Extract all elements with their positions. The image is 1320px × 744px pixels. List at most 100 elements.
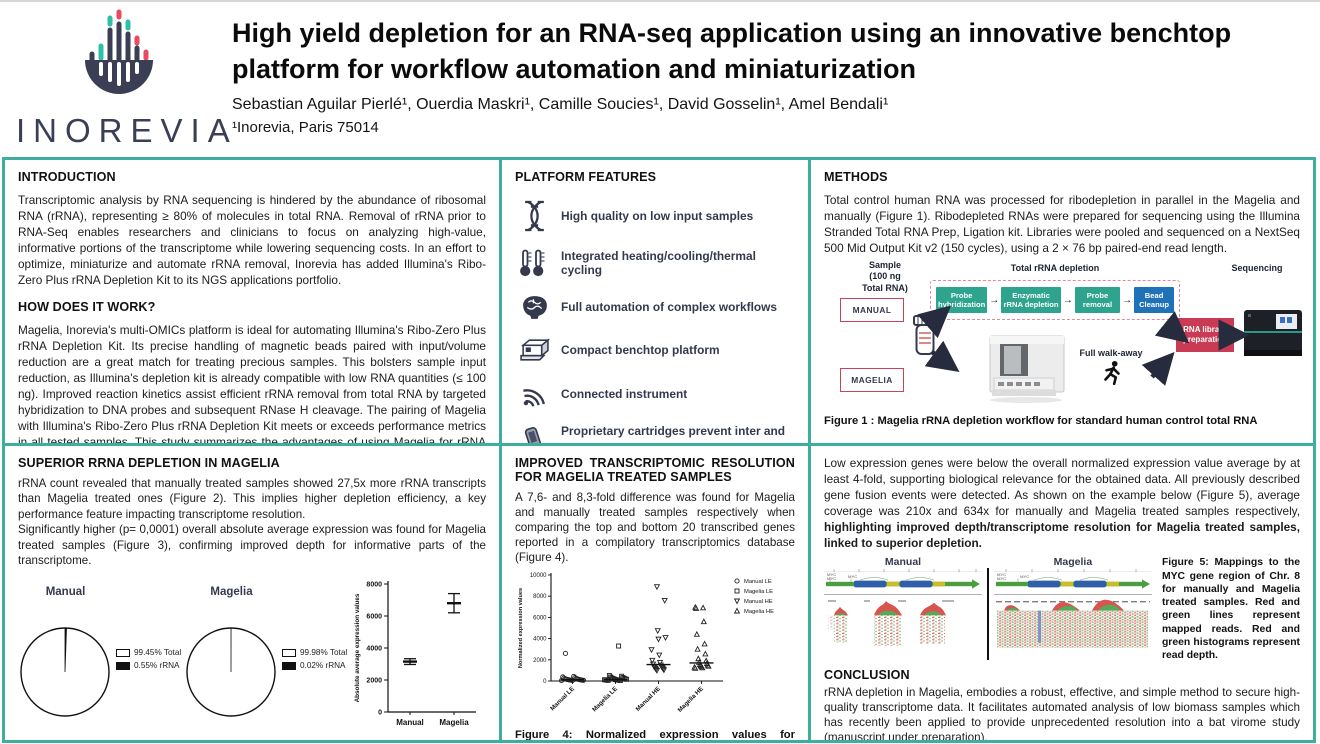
- svg-text:6000: 6000: [533, 616, 547, 622]
- arrow-right-icon: →: [989, 294, 1000, 306]
- svg-text:4000: 4000: [533, 637, 547, 643]
- svg-text:Absolute average expression va: Absolute average expression values: [354, 594, 361, 703]
- panel-improved-resolution: IMPROVED TRANSCRIPTOMIC RESOLUTION FOR M…: [502, 446, 808, 740]
- manual-box: MANUAL: [840, 298, 904, 323]
- svg-text:10000: 10000: [530, 573, 547, 579]
- depletion-label: Total rRNA depletion: [1010, 263, 1100, 274]
- how-it-works-paragraph: Magelia, Inorevia's multi-OMICs platform…: [18, 323, 486, 443]
- arrow-right-icon: →: [1122, 294, 1133, 306]
- svg-text:Magelia LE: Magelia LE: [591, 686, 619, 714]
- svg-text:4000: 4000: [366, 646, 382, 653]
- legend-swatch-total: [116, 648, 130, 657]
- improved-heading: IMPROVED TRANSCRIPTOMIC RESOLUTION FOR M…: [515, 456, 795, 484]
- genome-browser-magelia-block: Magelia: [993, 556, 1152, 654]
- superior-paragraph2: Significantly higher (p= 0,0001) overall…: [18, 523, 486, 568]
- results-text: Low expression genes were below the over…: [824, 456, 1300, 519]
- legend-label: 99.45% Total: [134, 648, 182, 658]
- poster-header: INOREVIA High yield depletion for an RNA…: [0, 4, 1320, 156]
- feature-label-line1: Proprietary cartridges prevent inter and: [561, 424, 786, 438]
- genome-browser-manual: MYC MYC MYC: [824, 569, 982, 646]
- feature-item: Compact benchtop platform: [515, 337, 795, 364]
- figure5-row: Manual MYC: [824, 556, 1300, 663]
- panel-superior-depletion: SUPERIOR RRNA DEPLETION IN MAGELIA rRNA …: [5, 446, 499, 740]
- thermometer-icon: [515, 248, 553, 278]
- results-text-bold: highlighting improved depth/transcriptom…: [824, 520, 1300, 551]
- legend-label: 99.98% Total: [300, 648, 348, 658]
- myc-flag-label: MYC: [848, 575, 858, 579]
- pie-chart-magelia: [186, 627, 276, 718]
- conclusion-heading: CONCLUSION: [824, 667, 910, 682]
- figure4-caption: Figure 4: Normalized expression values f…: [515, 729, 795, 740]
- pie-chart-manual: [20, 627, 110, 718]
- svg-text:Normalized expression values: Normalized expression values: [518, 588, 524, 668]
- panel-platform-features: PLATFORM FEATURES High quality on low in…: [502, 160, 808, 443]
- methods-heading: METHODS: [824, 170, 888, 184]
- figure5-manual-label: Manual: [884, 556, 922, 569]
- figure4-plot: 0 2000 4000 6000 8000 10000 Normalized express…: [518, 573, 774, 714]
- svg-text:8000: 8000: [366, 582, 382, 589]
- feature-label: High quality on low input samples: [561, 208, 754, 223]
- figure5-magelia-label: Magelia: [1053, 556, 1093, 569]
- panel-methods: METHODS Total control human RNA was proc…: [811, 160, 1313, 443]
- feature-label: Full automation of complex workflows: [561, 300, 778, 315]
- pie-manual-legend: 99.45% Total 0.55% rRNA: [116, 648, 182, 740]
- pie-group-manual: Manual 99.45% Total 0.55% rRNA: [18, 586, 184, 740]
- feature-label: Integrated heating/cooling/thermal cycli…: [561, 248, 756, 277]
- feature-label: Proprietary cartridges prevent inter and…: [561, 424, 785, 443]
- introduction-paragraph: Transcriptomic analysis by RNA sequencin…: [18, 193, 486, 288]
- genome-browser-manual-block: Manual MYC: [824, 556, 982, 654]
- brain-icon: [515, 294, 553, 321]
- figure5-caption: Figure 5: Mappings to the MYC gene regio…: [1161, 557, 1300, 662]
- magelia-box: MAGELIA: [840, 368, 904, 393]
- svg-text:Manual HE: Manual HE: [744, 599, 773, 605]
- poster-grid: INTRODUCTION Transcriptomic analysis by …: [2, 157, 1316, 743]
- conclusion-paragraph: rRNA depletion in Magelia, embodies a ro…: [824, 685, 1300, 740]
- how-it-works-heading: HOW DOES IT WORK?: [18, 300, 156, 315]
- figure4-wrap: 0 2000 4000 6000 8000 10000 Normalized express…: [515, 569, 795, 726]
- benchtop-icon: [515, 337, 553, 364]
- results-paragraph: Low expression genes were below the over…: [824, 455, 1300, 551]
- svg-text:Magelia LE: Magelia LE: [744, 589, 773, 595]
- affiliation: ¹Inorevia, Paris 75014: [232, 119, 379, 137]
- improved-paragraph: A 7,6- and 8,3-fold difference was found…: [515, 491, 795, 565]
- svg-text:2000: 2000: [366, 678, 382, 685]
- step-probe-removal: Probe removal: [1074, 287, 1121, 314]
- svg-text:Magelia HE: Magelia HE: [744, 609, 774, 615]
- feature-item: Proprietary cartridges prevent inter and…: [515, 424, 795, 443]
- feature-item: Integrated heating/cooling/thermal cycli…: [515, 248, 795, 278]
- svg-text:Manual: Manual: [396, 718, 424, 727]
- pie-magelia-title: Magelia: [210, 586, 253, 599]
- arrow-right-icon: →: [1062, 294, 1073, 306]
- legend-item: 0.55% rRNA: [116, 661, 182, 670]
- svg-text:Manual LE: Manual LE: [549, 686, 576, 713]
- inorevia-logo-icon: [85, 9, 153, 94]
- sample-label: Sample (100 ng Total RNA): [862, 260, 908, 293]
- svg-text:Manual HE: Manual HE: [635, 686, 662, 713]
- figure1-caption: Figure 1 : Magelia rRNA depletion workfl…: [824, 415, 1258, 428]
- svg-text:8000: 8000: [533, 595, 547, 601]
- features-heading: PLATFORM FEATURES: [515, 170, 657, 184]
- sequencer-image: [1244, 310, 1302, 357]
- pie-manual-title: Manual: [45, 586, 86, 599]
- sequencing-label: Sequencing: [1231, 263, 1283, 274]
- panel-introduction: INTRODUCTION Transcriptomic analysis by …: [5, 160, 499, 443]
- svg-text:Manual LE: Manual LE: [744, 579, 772, 585]
- svg-text:Magelia: Magelia: [439, 718, 469, 727]
- authors: Sebastian Aguilar Pierlé¹, Ouerdia Maskr…: [232, 96, 889, 114]
- legend-item: 0.02% rRNA: [282, 661, 348, 670]
- feature-label: Compact benchtop platform: [561, 343, 720, 358]
- figure1-workflow: Sample (100 ng Total RNA) Total rRNA dep…: [824, 260, 1302, 408]
- svg-text:2000: 2000: [533, 658, 547, 664]
- myc-flag-label: MYC: [827, 577, 837, 581]
- feature-label: Connected instrument: [561, 386, 688, 401]
- title-block: High yield depletion for an RNA-seq appl…: [232, 16, 1272, 136]
- svg-text:0: 0: [378, 710, 382, 717]
- step-enzymatic-depletion: Enzymatic rRNA depletion: [1001, 287, 1061, 314]
- figure2-3-row: Manual 99.45% Total 0.55% rRNA Magelia 9…: [18, 576, 486, 740]
- legend-swatch-rrna: [116, 661, 130, 670]
- cartridge-icon: [515, 424, 553, 443]
- legend-item: 99.98% Total: [282, 648, 348, 657]
- workflow-arrows: [917, 305, 1250, 387]
- panel-results-conclusion: Low expression genes were below the over…: [811, 446, 1313, 740]
- step-bead-cleanup: Bead Cleanup: [1134, 287, 1174, 314]
